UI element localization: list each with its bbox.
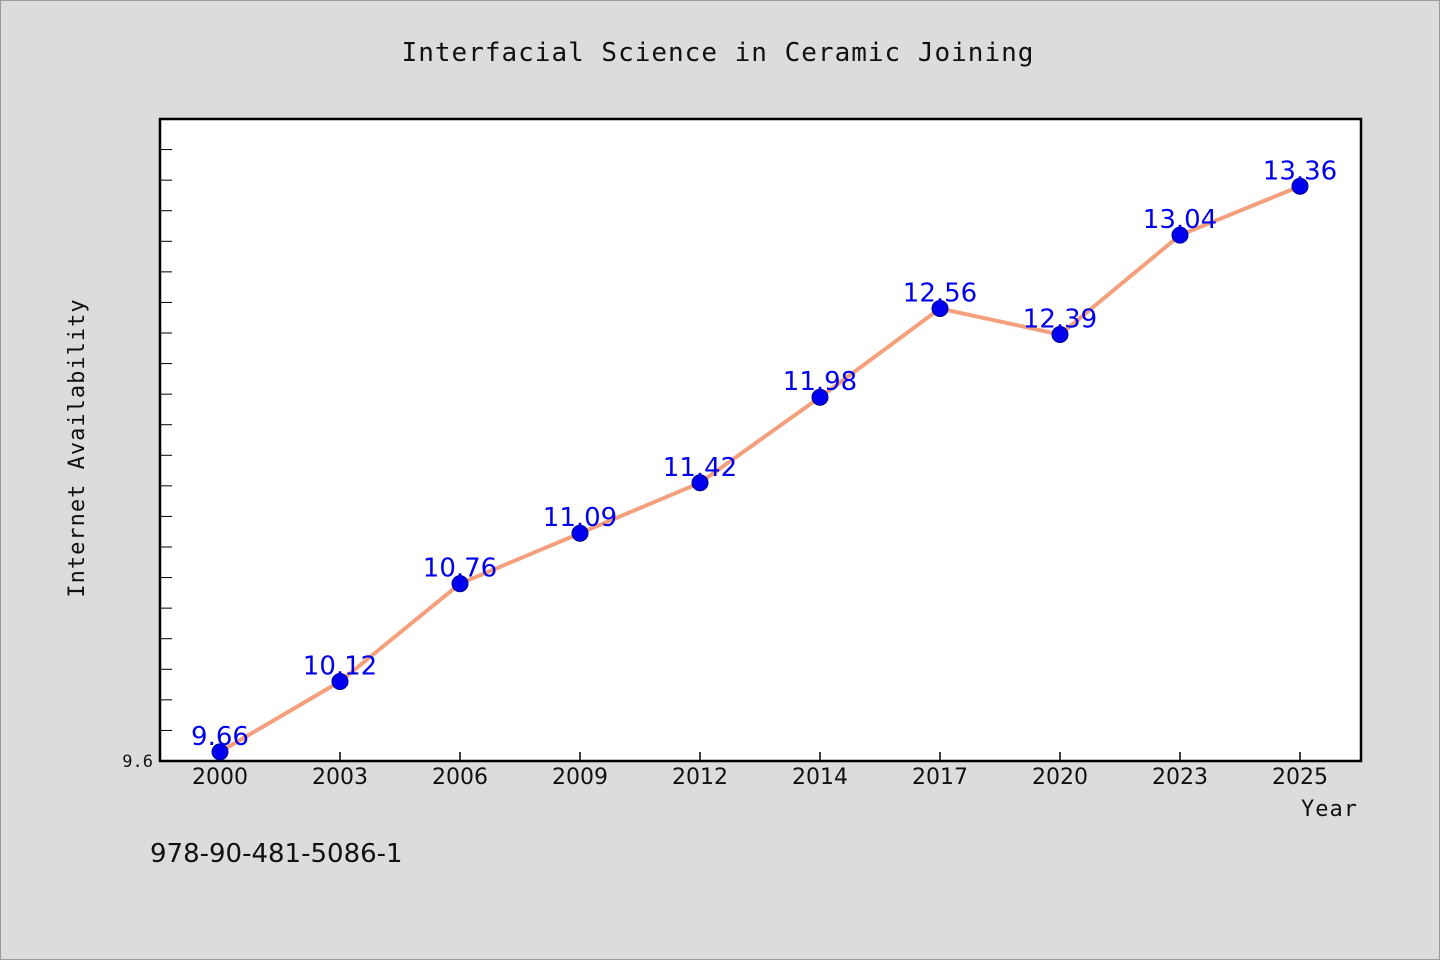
data-point	[571, 524, 589, 542]
data-point	[211, 743, 229, 761]
data-label: 11.42	[663, 453, 737, 483]
x-tick-label: 2020	[1032, 765, 1088, 790]
data-point	[451, 575, 469, 593]
y-axis-label: Internet Availability	[65, 298, 90, 597]
x-tick-label: 2003	[312, 765, 368, 790]
x-tick-label: 2017	[912, 765, 968, 790]
y-axis-tick-labels: 9.6	[122, 752, 153, 772]
data-label: 10.76	[423, 554, 497, 584]
isbn-label: 978-90-481-5086-1	[150, 839, 403, 869]
data-label: 10.12	[303, 652, 377, 682]
data-label: 11.98	[783, 367, 857, 397]
chart-title: Interfacial Science in Ceramic Joining	[402, 38, 1035, 68]
x-tick-label: 2014	[792, 765, 848, 790]
data-label: 12.39	[1023, 305, 1097, 335]
data-label: 11.09	[543, 503, 617, 533]
x-tick-label: 2023	[1152, 765, 1208, 790]
y-tick-label: 9.6	[122, 752, 153, 772]
data-label: 9.66	[191, 722, 249, 752]
data-label: 12.56	[903, 279, 977, 309]
x-tick-label: 2009	[552, 765, 608, 790]
x-tick-label: 2012	[672, 765, 728, 790]
series-line	[218, 184, 1301, 754]
x-axis-label: Year	[1301, 797, 1358, 822]
x-tick-label: 2006	[432, 765, 488, 790]
x-axis-ticks	[219, 752, 1301, 761]
data-point	[331, 673, 349, 691]
x-tick-label: 2000	[192, 765, 248, 790]
data-point	[1171, 226, 1189, 244]
data-markers	[211, 177, 1309, 761]
data-label: 13.36	[1263, 156, 1337, 186]
plot-area	[158, 117, 1363, 763]
data-point	[1291, 177, 1309, 195]
data-labels: 9.66 10.12 10.76 11.09 11.42 11.98 12.56 12.39 1…	[191, 156, 1337, 752]
data-point	[691, 474, 709, 492]
x-tick-label: 2025	[1272, 765, 1328, 790]
data-point	[931, 300, 949, 318]
data-point	[1051, 326, 1069, 344]
y-axis-ticks	[160, 118, 172, 762]
data-point	[811, 388, 829, 406]
data-label: 13.04	[1143, 205, 1217, 235]
x-axis-tick-labels: 2000 2003 2006 2009 2012 2014 2017 2020 2023 2025	[192, 765, 1328, 790]
